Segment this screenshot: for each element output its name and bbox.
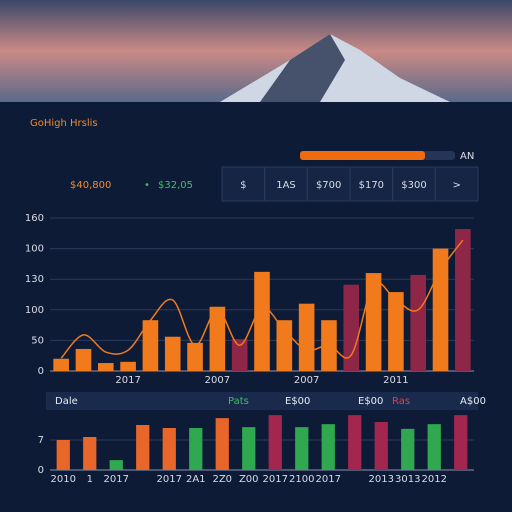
bar — [427, 424, 441, 470]
bar — [401, 428, 415, 470]
stat: $32,05 — [158, 180, 193, 191]
y-tick-label: 100 — [25, 305, 44, 316]
y-tick-label: 50 — [31, 335, 44, 346]
y-tick-label: 160 — [25, 213, 44, 224]
x-tick-label: 2007 — [294, 375, 319, 386]
x-tick-label: 2100 — [289, 474, 314, 485]
button-label[interactable]: 1AS — [276, 180, 296, 191]
bar — [276, 320, 293, 371]
bar — [162, 428, 176, 470]
x-tick-label: 2007 — [205, 375, 230, 386]
bar — [321, 424, 335, 470]
x-tick-label: 2017 — [115, 375, 140, 386]
button-label[interactable]: $700 — [316, 180, 341, 191]
y-tick-label: 0 — [38, 465, 44, 476]
x-tick-label: 2A1 — [186, 474, 206, 485]
button-label[interactable]: > — [452, 180, 460, 191]
x-tick-label: 2Z0 — [212, 474, 232, 485]
bar — [298, 303, 315, 371]
bar — [231, 339, 248, 371]
button-label[interactable]: $ — [240, 180, 246, 191]
bar — [97, 363, 114, 371]
annotation: Ras — [392, 396, 410, 407]
bar — [120, 361, 136, 371]
x-tick-label: 2017 — [157, 474, 182, 485]
badge: AN — [460, 151, 474, 162]
stat: $40,800 — [70, 180, 111, 191]
bar — [454, 415, 468, 470]
bar — [164, 336, 181, 371]
button[interactable] — [434, 166, 479, 202]
bar — [343, 284, 360, 371]
x-tick-label: 3013 — [395, 474, 420, 485]
bar — [109, 460, 123, 470]
x-tick-label: 2013 — [369, 474, 394, 485]
bar — [56, 440, 70, 470]
annotation: E$00 — [358, 396, 383, 407]
button-label[interactable]: $170 — [359, 180, 384, 191]
annotation: Dale — [55, 396, 78, 407]
bar — [75, 348, 92, 371]
annotation: A$00 — [460, 396, 486, 407]
x-tick-label: 2017 — [263, 474, 288, 485]
x-tick-label: 2010 — [51, 474, 76, 485]
mountain-shadow — [260, 34, 345, 102]
x-tick-label: 2017 — [104, 474, 129, 485]
bar — [187, 342, 203, 371]
y-tick-label: 130 — [25, 274, 44, 285]
y-tick-label: 0 — [38, 366, 44, 377]
legend-strip — [46, 392, 478, 410]
x-tick-label: Z00 — [239, 474, 259, 485]
bar — [388, 292, 404, 371]
bar — [365, 273, 382, 371]
bar — [295, 427, 309, 470]
y-tick-label: 7 — [38, 435, 44, 446]
x-tick-label: 2017 — [316, 474, 341, 485]
bar — [142, 320, 159, 371]
bar — [136, 425, 150, 470]
bar — [455, 229, 471, 371]
bar — [53, 358, 69, 371]
bar — [189, 428, 203, 470]
annotation: E$00 — [285, 396, 310, 407]
title: GoHigh Hrslis — [30, 118, 98, 129]
bar — [410, 274, 427, 371]
x-tick-label: 2011 — [383, 375, 408, 386]
progress-fill — [300, 151, 425, 160]
button-label[interactable]: $300 — [401, 180, 426, 191]
bar — [374, 422, 388, 470]
separator: • — [144, 180, 150, 191]
bar — [254, 271, 270, 371]
bar — [209, 306, 226, 371]
bar — [348, 415, 362, 470]
x-tick-label: 2012 — [422, 474, 447, 485]
x-tick-label: 1 — [87, 474, 93, 485]
bar — [215, 418, 229, 470]
bar — [268, 415, 282, 470]
line — [60, 239, 464, 359]
y-tick-label: 100 — [25, 244, 44, 255]
bar — [242, 427, 256, 470]
bar — [83, 437, 97, 470]
bar — [432, 248, 449, 371]
annotation: Pats — [228, 396, 249, 407]
